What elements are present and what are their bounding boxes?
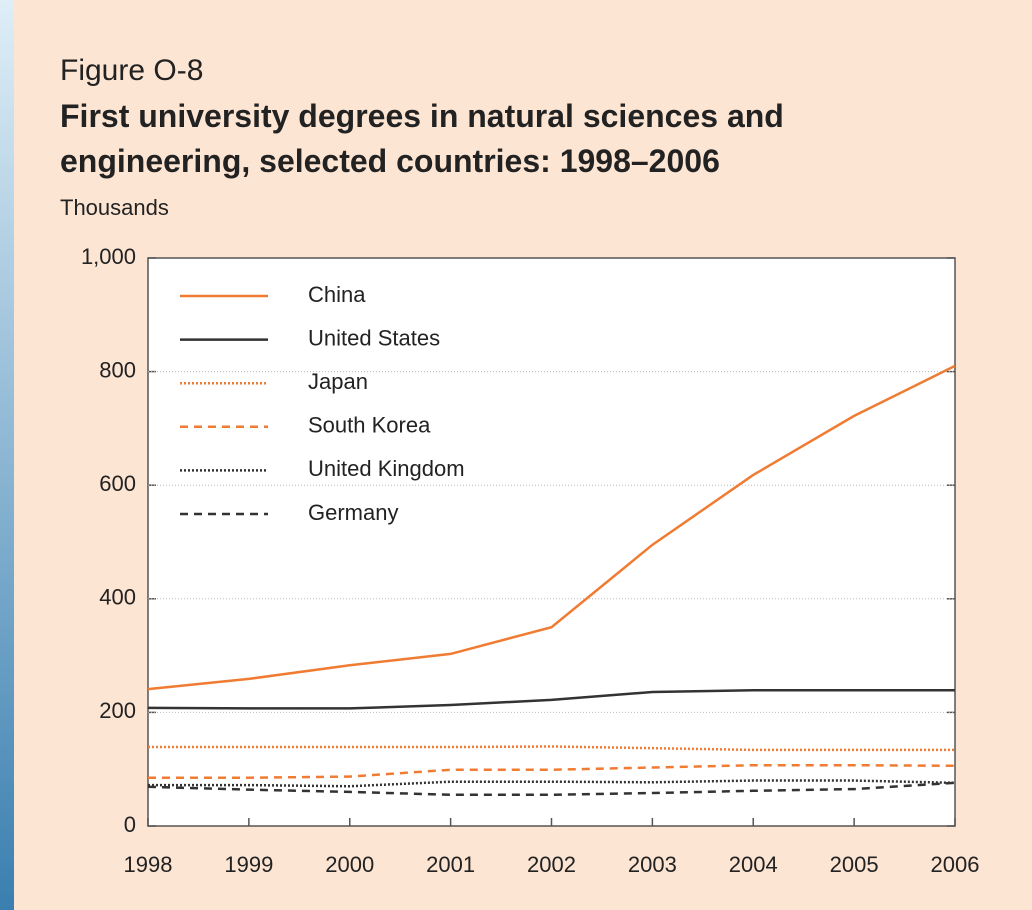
x-tick-label: 2004 — [729, 852, 778, 877]
y-tick-label: 800 — [99, 357, 136, 382]
y-tick-label: 1,000 — [81, 244, 136, 269]
legend-label: China — [308, 282, 366, 307]
figure-label: Figure O-8 — [60, 54, 204, 87]
legend-label: United States — [308, 325, 440, 350]
y-tick-label: 600 — [99, 471, 136, 496]
chart-title: First university degrees in natural scie… — [60, 98, 784, 179]
legend-label: United Kingdom — [308, 456, 465, 481]
x-tick-label: 2002 — [527, 852, 576, 877]
line-series — [148, 763, 956, 779]
line-series — [148, 745, 955, 752]
y-tick-label: 200 — [99, 698, 136, 723]
x-tick-label: 1998 — [124, 852, 173, 877]
x-tick-label: 2000 — [325, 852, 374, 877]
line-series — [147, 781, 956, 797]
x-tick-label: 2005 — [830, 852, 879, 877]
legend-label: South Korea — [308, 413, 431, 438]
line-series — [147, 364, 956, 691]
legend-label: Germany — [308, 500, 398, 525]
y-axis-label: Thousands — [60, 195, 169, 220]
x-tick-label: 2001 — [426, 852, 475, 877]
legend-label: Japan — [308, 369, 368, 394]
y-tick-label: 400 — [99, 585, 136, 610]
x-tick-label: 2003 — [628, 852, 677, 877]
line-series — [148, 779, 956, 788]
plot-area — [147, 257, 956, 827]
x-tick-label: 2006 — [931, 852, 980, 877]
y-tick-label: 0 — [124, 812, 136, 837]
x-tick-label: 1999 — [224, 852, 273, 877]
edge-strip — [0, 0, 14, 910]
line-series — [147, 688, 955, 710]
